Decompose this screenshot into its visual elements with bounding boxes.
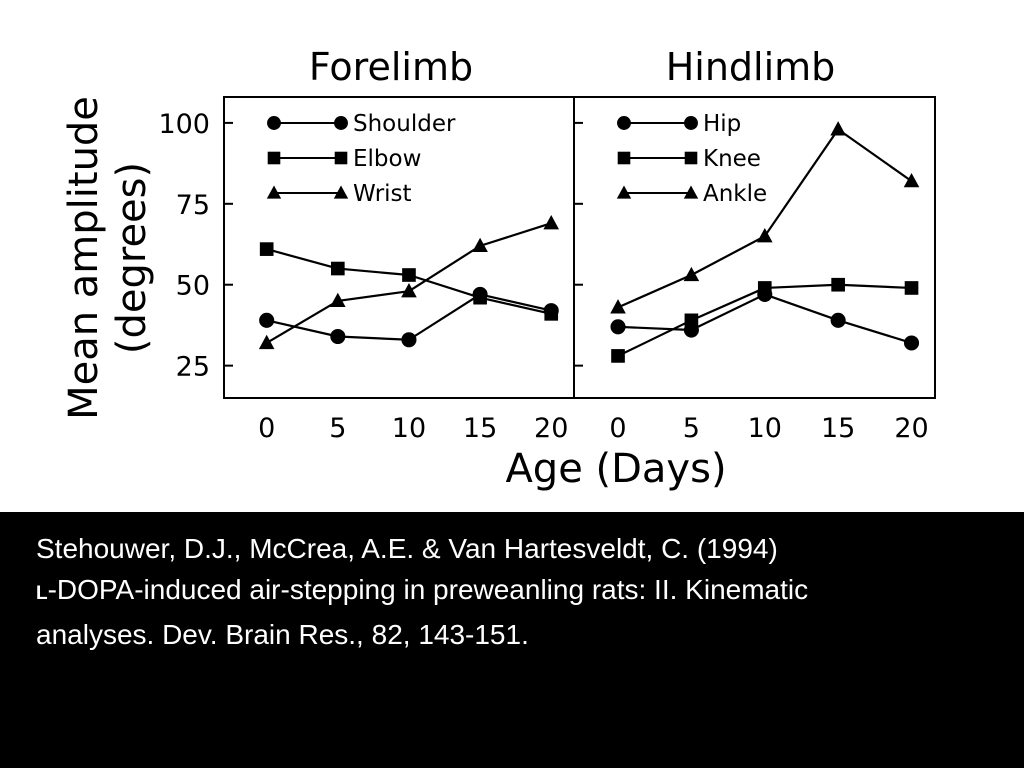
- y-tick-label: 50: [176, 271, 210, 302]
- wrist-line-segment: [266, 299, 339, 344]
- y-axis-label: Mean amplitude: [61, 96, 107, 420]
- citation: Stehouwer, D.J., McCrea, A.E. & Van Hart…: [36, 528, 1006, 655]
- wrist-point: [472, 237, 488, 253]
- hip-line-segment: [764, 293, 839, 322]
- shoulder-point: [401, 332, 417, 348]
- shoulder-point: [259, 312, 275, 328]
- citation-prefix: L: [36, 583, 48, 604]
- knee-point: [757, 281, 772, 295]
- knee-line-segment: [690, 286, 766, 322]
- chart-svg: Forelimb 25 50 75 100 0 5 10 15 20 Hindlimb 0 5 10 15 2…: [61, 45, 936, 492]
- legend-shoulder-marker-right: [334, 116, 348, 130]
- wrist-point: [258, 334, 275, 350]
- hip-line-segment: [837, 319, 912, 345]
- legend-knee-label: Knee: [703, 146, 761, 172]
- hip-point: [830, 312, 846, 328]
- forelimb-panel-title: Forelimb: [309, 45, 473, 89]
- forelimb-x-tick-label: 0: [258, 413, 275, 444]
- elbow-line-segment: [408, 273, 481, 299]
- y-tick-label: 25: [176, 352, 210, 383]
- legend-elbow-marker-right: [334, 151, 348, 165]
- ankle-line-segment: [690, 235, 766, 276]
- wrist-line-segment: [408, 244, 481, 293]
- forelimb-x-tick-label: 20: [534, 413, 568, 444]
- legend-knee-marker-left: [617, 151, 631, 165]
- hip-point: [903, 335, 920, 351]
- forelimb-x-tick-label: 5: [329, 413, 346, 444]
- elbow-line-segment: [266, 248, 339, 270]
- legend-elbow-label: Elbow: [353, 146, 421, 172]
- shoulder-line-segment: [266, 319, 339, 338]
- wrist-point: [330, 292, 346, 308]
- legend-ankle-marker-right: [683, 185, 699, 199]
- wrist-line-segment: [479, 222, 552, 247]
- shoulder-point: [330, 328, 346, 345]
- legend-hip-marker-right: [684, 116, 698, 130]
- shoulder-line-segment: [408, 293, 481, 341]
- shoulder-line-segment: [479, 293, 552, 312]
- hindlimb-x-tick-label: 20: [894, 413, 928, 444]
- wrist-line-segment: [337, 290, 410, 302]
- ankle-point: [903, 172, 920, 188]
- shoulder-line-segment: [337, 335, 410, 341]
- knee-point: [611, 349, 625, 363]
- wrist-point: [543, 215, 560, 230]
- ankle-line-segment: [617, 274, 692, 309]
- hindlimb-panel-title: Hindlimb: [666, 45, 836, 89]
- hip-line-segment: [690, 293, 766, 332]
- legend-shoulder-label: Shoulder: [353, 111, 456, 137]
- citation-line-3: analyses. Dev. Brain Res., 82, 143-151.: [36, 619, 529, 650]
- legend-ankle-label: Ankle: [703, 181, 767, 207]
- ankle-point: [610, 299, 626, 314]
- figure: Forelimb 25 50 75 100 0 5 10 15 20 Hindlimb 0 5 10 15 2…: [61, 45, 936, 492]
- hindlimb-x-tick-label: 10: [748, 413, 782, 444]
- knee-point: [684, 313, 699, 328]
- ankle-point: [683, 266, 700, 282]
- elbow-point: [544, 307, 559, 321]
- hip-line-segment: [617, 325, 692, 332]
- legend-wrist-label: Wrist: [353, 181, 412, 207]
- knee-point: [904, 281, 919, 295]
- elbow-line-segment: [337, 267, 410, 277]
- legend-shoulder-marker-left: [267, 116, 281, 130]
- knee-line-segment: [764, 283, 839, 290]
- citation-line-2-text: -DOPA-induced air-stepping in preweanlin…: [47, 574, 809, 605]
- legend-knee-marker-right: [684, 151, 698, 165]
- y-axis-label-units: (degrees): [109, 162, 155, 354]
- legend-wrist-marker-left: [266, 185, 282, 199]
- caption-band: [0, 512, 1024, 768]
- knee-line-segment: [617, 319, 692, 357]
- hindlimb-x-tick-label: 0: [609, 413, 626, 444]
- elbow-point: [259, 242, 274, 256]
- y-tick-label: 100: [158, 109, 210, 140]
- hindlimb-x-tick-label: 5: [683, 413, 700, 444]
- forelimb-x-tick-label: 15: [463, 413, 497, 444]
- hindlimb-x-tick-label: 15: [821, 413, 855, 444]
- y-tick-label: 75: [176, 190, 210, 221]
- knee-line-segment: [838, 283, 912, 290]
- forelimb-x-tick-label: 10: [392, 413, 426, 444]
- ankle-line-segment: [837, 128, 913, 183]
- legend-elbow-marker-left: [267, 151, 281, 165]
- x-axis-label: Age (Days): [505, 446, 726, 492]
- citation-line-2: L-DOPA-induced air-stepping in preweanli…: [36, 569, 1006, 614]
- forelimb-panel-frame: [223, 96, 575, 399]
- hindlimb-panel-frame: [573, 96, 936, 399]
- legend-wrist-marker-right: [333, 185, 349, 199]
- ankle-line-segment: [763, 128, 840, 237]
- wrist-point: [401, 283, 417, 298]
- elbow-point: [330, 261, 345, 276]
- elbow-line-segment: [479, 296, 552, 315]
- ankle-point: [830, 121, 846, 136]
- ankle-point: [756, 227, 773, 243]
- legend-hip-label: Hip: [703, 111, 741, 137]
- legend-hip-marker-left: [617, 116, 631, 130]
- legend-ankle-marker-left: [616, 185, 632, 199]
- hip-point: [610, 319, 626, 335]
- elbow-point: [473, 290, 487, 305]
- citation-line-1: Stehouwer, D.J., McCrea, A.E. & Van Hart…: [36, 533, 778, 564]
- knee-point: [831, 277, 845, 292]
- elbow-point: [402, 268, 416, 282]
